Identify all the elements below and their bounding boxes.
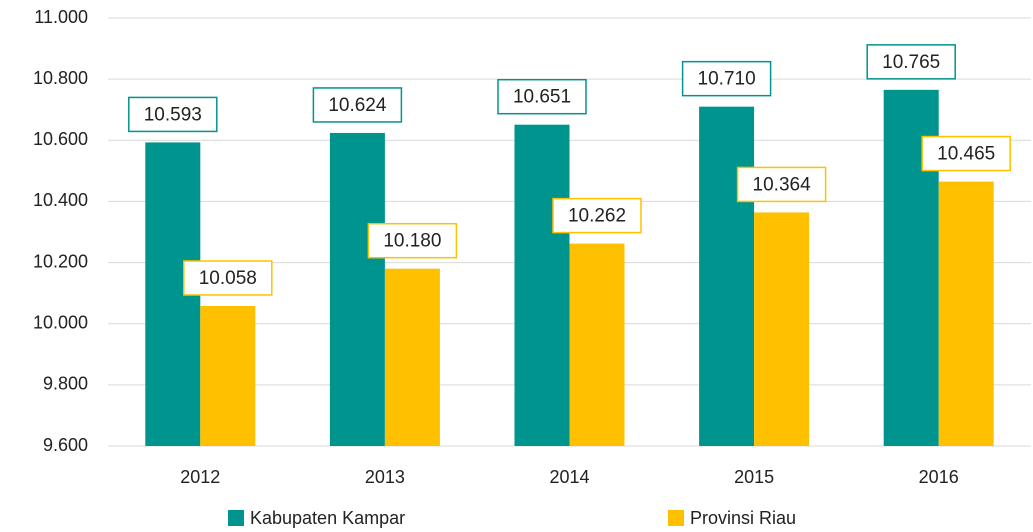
x-tick-label: 2014 — [549, 467, 589, 487]
value-label-box — [183, 260, 273, 296]
x-tick-label: 2015 — [734, 467, 774, 487]
legend-swatch — [668, 510, 684, 526]
value-label: 10.180 — [383, 231, 441, 252]
bar — [699, 106, 755, 447]
value-label: 10.364 — [753, 174, 812, 195]
value-label: 10.593 — [144, 104, 202, 125]
x-tick-label: 2013 — [365, 467, 405, 487]
value-label-box — [921, 135, 1011, 172]
value-label: 10.262 — [568, 206, 626, 227]
value-label-box — [866, 44, 956, 80]
bar — [514, 124, 570, 447]
value-label: 10.651 — [513, 87, 571, 108]
value-label-box — [128, 96, 218, 133]
value-label-box — [497, 78, 587, 115]
value-label: 10.465 — [937, 144, 995, 165]
bar — [329, 132, 385, 446]
y-tick-label: 11.000 — [34, 7, 88, 27]
x-tick-label: 2012 — [180, 467, 220, 487]
y-tick-label: 10.800 — [33, 68, 88, 88]
value-label-box — [367, 222, 458, 259]
value-label-box — [736, 166, 827, 203]
y-tick-label: 10.400 — [33, 190, 88, 210]
y-tick-label: 9.600 — [43, 435, 88, 455]
bar — [569, 243, 625, 446]
value-label-box — [552, 197, 642, 234]
legend-label: Provinsi Riau — [690, 508, 796, 528]
bar — [754, 212, 810, 446]
y-tick-label: 10.000 — [33, 312, 88, 332]
y-tick-label: 9.800 — [43, 374, 88, 394]
value-label: 10.710 — [698, 69, 756, 90]
legend-swatch — [228, 510, 244, 526]
y-tick-label: 10.600 — [33, 129, 88, 149]
value-label: 10.624 — [328, 95, 387, 116]
legend-label: Kabupaten Kampar — [250, 508, 405, 528]
bar — [200, 305, 256, 446]
bar — [384, 268, 440, 446]
value-label: 10.058 — [199, 268, 257, 289]
bar — [938, 181, 994, 447]
y-tick-label: 10.200 — [33, 251, 88, 271]
value-label: 10.765 — [882, 52, 940, 73]
value-label-box — [681, 60, 772, 97]
value-label-box — [312, 87, 403, 123]
x-tick-label: 2016 — [919, 467, 959, 487]
